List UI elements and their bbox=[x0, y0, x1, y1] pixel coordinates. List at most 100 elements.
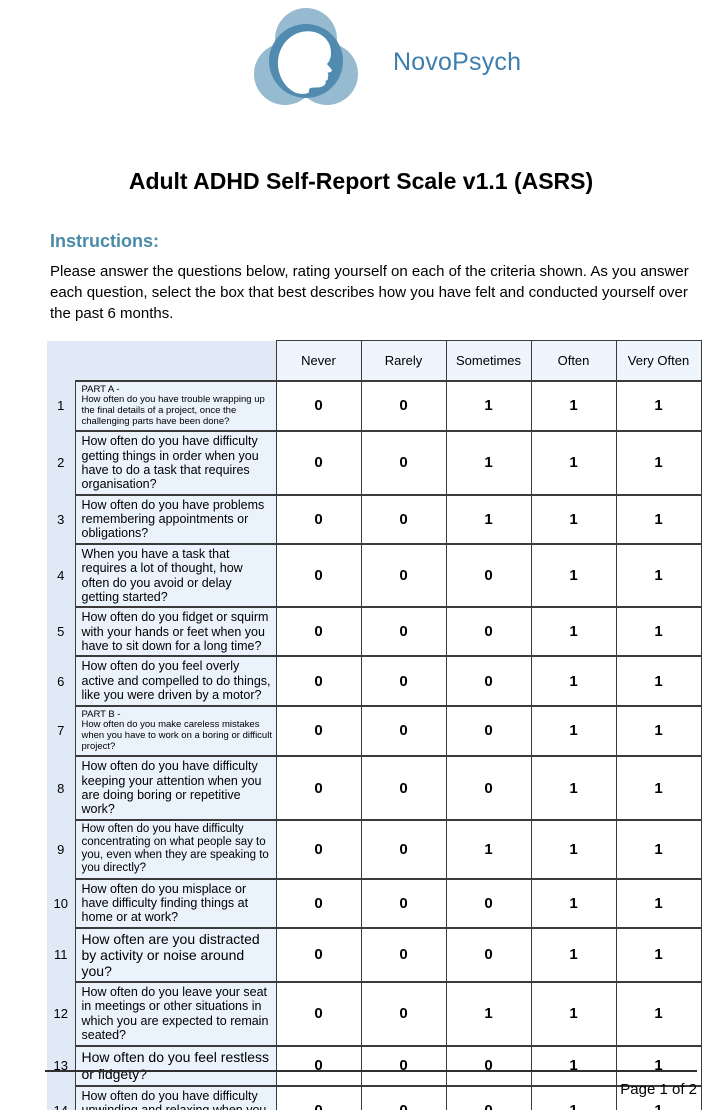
question-number: 10 bbox=[47, 878, 75, 928]
score-cell: 1 bbox=[445, 493, 532, 545]
question-row: 14How often do you have difficulty unwin… bbox=[47, 1084, 702, 1110]
question-row: 2 How often do you have difficulty gettin… bbox=[47, 430, 702, 496]
question-cell: How often do you have difficulty getting… bbox=[74, 430, 277, 496]
question-text: How often do you make careless mistakes … bbox=[81, 719, 272, 753]
question-cell: How often do you have difficulty concent… bbox=[74, 818, 277, 880]
page-number-label: Page 1 of 2 bbox=[620, 1081, 697, 1098]
question-cell: How often do you misplace or have diffic… bbox=[74, 877, 277, 929]
question-cell: PART B - How often do you make careless m… bbox=[74, 704, 277, 758]
table-header: Never Rarely Sometimes Often Very Often bbox=[47, 340, 702, 382]
score-cell: 0 bbox=[275, 1044, 362, 1087]
score-cell: 0 bbox=[275, 655, 362, 707]
score-cell: 0 bbox=[445, 542, 532, 609]
question-cell: How often do you have problems rememberi… bbox=[74, 493, 277, 545]
score-cell: 0 bbox=[275, 981, 362, 1047]
instructions-heading: Instructions: bbox=[50, 231, 160, 251]
score-cell: 0 bbox=[445, 606, 532, 658]
score-cell: 1 bbox=[615, 379, 702, 433]
score-cell: 1 bbox=[530, 493, 617, 545]
score-cell: 1 bbox=[530, 818, 617, 880]
score-cell: 0 bbox=[275, 379, 362, 433]
question-cell: How often do you have difficulty unwindi… bbox=[74, 1084, 277, 1110]
question-cell: How often do you fidget or squirm with y… bbox=[74, 606, 277, 658]
page-header: NovoPsych bbox=[0, 0, 722, 122]
question-row: 3 How often do you have problems remember… bbox=[47, 493, 702, 545]
score-cell: 0 bbox=[275, 493, 362, 545]
score-cell: 0 bbox=[360, 926, 447, 984]
table-corner-spacer bbox=[47, 340, 276, 381]
score-cell: 0 bbox=[360, 493, 447, 545]
score-cell: 0 bbox=[445, 877, 532, 929]
question-number: 12 bbox=[47, 982, 75, 1046]
question-number: 5 bbox=[47, 607, 75, 657]
score-cell: 1 bbox=[615, 1044, 702, 1087]
question-cell: How often are you distracted by activity… bbox=[74, 926, 277, 984]
question-number: 3 bbox=[47, 494, 75, 544]
score-cell: 1 bbox=[445, 430, 532, 496]
score-cell: 1 bbox=[530, 430, 617, 496]
questionnaire-table-wrap: Never Rarely Sometimes Often Very Often 1 PAR… bbox=[47, 340, 722, 1110]
score-cell: 0 bbox=[360, 877, 447, 929]
question-row: 13 How often do you feel restless or fidg… bbox=[47, 1044, 702, 1087]
score-cell: 0 bbox=[275, 818, 362, 880]
score-cell: 0 bbox=[360, 655, 447, 707]
score-cell: 1 bbox=[615, 430, 702, 496]
question-number: 1 bbox=[47, 380, 75, 432]
score-cell: 0 bbox=[275, 926, 362, 984]
question-number: 11 bbox=[47, 927, 75, 983]
score-cell: 0 bbox=[445, 655, 532, 707]
column-header: Sometimes bbox=[445, 340, 532, 382]
score-cell: 1 bbox=[530, 542, 617, 609]
question-row: 11 How often are you distracted by activi… bbox=[47, 926, 702, 984]
question-number: 4 bbox=[47, 543, 75, 608]
question-cell: PART A - How often do you have trouble wr… bbox=[74, 379, 277, 433]
score-cell: 0 bbox=[445, 755, 532, 821]
score-cell: 1 bbox=[615, 542, 702, 609]
score-cell: 1 bbox=[530, 755, 617, 821]
score-cell: 1 bbox=[615, 981, 702, 1047]
question-row: 5 How often do you fidget or squirm with … bbox=[47, 606, 702, 658]
question-number: 14 bbox=[47, 1085, 75, 1110]
score-cell: 0 bbox=[275, 430, 362, 496]
score-cell: 0 bbox=[275, 755, 362, 821]
question-row: 8 How often do you have difficulty keepin… bbox=[47, 755, 702, 821]
score-cell: 1 bbox=[530, 1084, 617, 1110]
score-cell: 0 bbox=[275, 606, 362, 658]
question-cell: How often do you feel restless or fidget… bbox=[74, 1044, 277, 1087]
column-header: Very Often bbox=[615, 340, 702, 382]
page-title: Adult ADHD Self-Report Scale v1.1 (ASRS) bbox=[128, 168, 594, 194]
instructions-body: Please answer the questions below, ratin… bbox=[50, 263, 689, 322]
score-cell: 0 bbox=[360, 542, 447, 609]
question-cell: How often do you have difficulty keeping… bbox=[74, 755, 277, 821]
score-cell: 0 bbox=[445, 704, 532, 758]
question-cell: When you have a task that requires a lot… bbox=[74, 542, 277, 609]
score-cell: 1 bbox=[530, 606, 617, 658]
question-number: 8 bbox=[47, 756, 75, 820]
score-cell: 1 bbox=[615, 655, 702, 707]
score-cell: 0 bbox=[275, 877, 362, 929]
score-cell: 1 bbox=[615, 493, 702, 545]
score-cell: 0 bbox=[360, 981, 447, 1047]
question-row: 1 PART A - How often do you have trouble w… bbox=[47, 379, 702, 433]
score-cell: 1 bbox=[445, 818, 532, 880]
question-row: 6 How often do you feel overly active and… bbox=[47, 655, 702, 707]
part-label: PART A - bbox=[81, 383, 120, 395]
question-number: 2 bbox=[47, 431, 75, 495]
column-header: Never bbox=[275, 340, 362, 382]
question-cell: How often do you leave your seat in meet… bbox=[74, 981, 277, 1047]
score-cell: 0 bbox=[360, 1084, 447, 1110]
score-cell: 1 bbox=[615, 1084, 702, 1110]
score-cell: 0 bbox=[360, 818, 447, 880]
score-cell: 0 bbox=[360, 606, 447, 658]
score-cell: 1 bbox=[530, 1044, 617, 1087]
question-number: 13 bbox=[47, 1045, 75, 1086]
question-row: 12 How often do you leave your seat in me… bbox=[47, 981, 702, 1047]
question-row: 7 PART B - How often do you make careless … bbox=[47, 704, 702, 758]
score-cell: 0 bbox=[445, 1084, 532, 1110]
score-cell: 1 bbox=[615, 926, 702, 984]
score-cell: 1 bbox=[530, 877, 617, 929]
score-cell: 1 bbox=[530, 704, 617, 758]
question-text: How often do you have trouble wrapping u… bbox=[81, 394, 265, 428]
question-row: 10 How often do you misplace or have diff… bbox=[47, 877, 702, 929]
